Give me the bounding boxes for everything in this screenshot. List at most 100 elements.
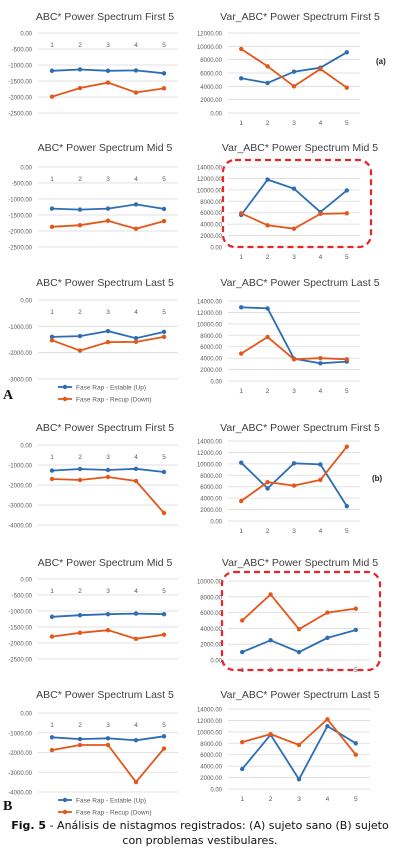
data-point-up	[133, 335, 139, 341]
y-tick-label: -500.00	[12, 48, 33, 54]
caption-label: Fig. 5	[11, 819, 47, 832]
x-tick-label: 2	[266, 528, 270, 535]
x-tick-label: 4	[319, 388, 323, 395]
x-tick-label: 1	[50, 42, 54, 49]
data-point-down	[105, 628, 111, 633]
data-point-up	[325, 635, 330, 641]
x-tick-label: 5	[162, 309, 166, 316]
data-point-down	[239, 498, 244, 504]
data-point-down	[161, 746, 167, 751]
data-point-down	[318, 477, 323, 483]
data-point-down	[240, 739, 245, 745]
panel-letter-a: A	[3, 388, 14, 403]
x-tick-label: 5	[162, 722, 166, 729]
x-tick-label: 5	[162, 42, 166, 49]
legend-label-up: Fase Rap - Estable (Up)	[76, 385, 146, 392]
y-tick-label: 4000.00	[200, 357, 222, 363]
y-tick-label: -1000.00	[8, 610, 32, 616]
legend-marker-up	[62, 384, 68, 390]
y-tick-label: -2500.00	[8, 246, 32, 252]
x-tick-label: 2	[266, 254, 270, 261]
data-point-down	[291, 226, 297, 231]
y-tick-label: 0.00	[20, 578, 32, 584]
data-point-down	[49, 224, 55, 230]
data-point-up	[239, 305, 244, 310]
data-point-up	[133, 611, 139, 616]
data-point-up	[265, 486, 270, 491]
legend-label-down: Fase Rap - Recup (Down)	[76, 397, 152, 404]
y-tick-label: 8000.00	[200, 474, 222, 480]
data-point-down	[161, 218, 167, 224]
x-tick-label: 4	[319, 254, 323, 261]
x-tick-label: 2	[269, 796, 273, 803]
data-point-up	[77, 466, 83, 472]
data-point-up	[291, 461, 297, 466]
x-tick-label: 1	[50, 454, 54, 461]
data-point-down	[105, 474, 111, 480]
y-tick-label: 8000.00	[200, 58, 222, 64]
x-tick-label: 3	[292, 254, 296, 261]
y-tick-label: 14000.00	[197, 440, 223, 446]
panel-letter-b: B	[3, 799, 12, 814]
data-point-down	[77, 742, 83, 748]
data-point-down	[318, 355, 323, 361]
data-point-down	[268, 592, 273, 597]
y-tick-label: -1000.00	[8, 198, 32, 204]
data-point-up	[49, 614, 55, 619]
y-tick-label: 6000.00	[200, 211, 222, 217]
data-point-up	[77, 736, 83, 742]
data-point-down	[268, 731, 273, 737]
data-point-up	[77, 67, 83, 72]
x-tick-label: 1	[239, 388, 243, 395]
data-point-up	[344, 188, 349, 193]
data-point-down	[265, 334, 270, 340]
y-tick-label: 0.00	[210, 520, 222, 526]
y-tick-label: -2000.00	[8, 351, 32, 357]
y-tick-label: -2000.00	[8, 96, 32, 102]
chart-title: Var_ABC* Power Spectrum First 5	[220, 11, 380, 23]
data-point-down	[265, 223, 270, 228]
y-tick-label: 12000.00	[197, 32, 223, 38]
y-tick-label: -2500.00	[8, 658, 32, 664]
y-tick-label: 2000.00	[200, 643, 222, 649]
chart-title: Var_ABC* Power Spectrum Last 5	[220, 277, 379, 289]
chart-B1: ABC* Power Spectrum First 5 0.00 -1000.00 -…	[8, 422, 178, 530]
x-tick-label: 4	[134, 588, 138, 595]
data-point-up	[240, 766, 245, 772]
data-point-down	[240, 618, 245, 623]
chart-B3: ABC* Power Spectrum Mid 5 0.00 -500.00 -100…	[8, 557, 178, 664]
chart-title: ABC* Power Spectrum Mid 5	[38, 142, 173, 154]
y-tick-label: -2000.00	[8, 230, 32, 236]
data-point-up	[77, 333, 83, 339]
y-tick-label: 8000.00	[200, 595, 222, 601]
data-point-down	[105, 339, 111, 345]
legend-marker-down	[62, 809, 68, 815]
x-tick-label: 2	[78, 42, 82, 49]
y-tick-label: 14000.00	[197, 300, 223, 306]
legend-marker-up	[62, 797, 68, 803]
legend-label-down: Fase Rap - Recup (Down)	[76, 810, 152, 817]
data-point-down	[291, 84, 297, 89]
data-point-up	[49, 68, 55, 73]
panel-tag: (b)	[372, 474, 383, 483]
data-point-down	[296, 626, 302, 632]
data-point-up	[105, 68, 111, 73]
x-tick-label: 1	[239, 528, 243, 535]
data-point-down	[133, 339, 139, 345]
data-point-up	[325, 723, 330, 729]
data-point-up	[161, 206, 167, 212]
data-point-down	[291, 357, 297, 362]
x-tick-label: 3	[292, 528, 296, 535]
chart-B5: ABC* Power Spectrum Last 5 0.00 -1000.00 -2…	[8, 689, 178, 817]
data-point-down	[133, 226, 139, 231]
data-point-up	[105, 206, 111, 211]
data-point-down	[161, 334, 167, 340]
chart-title: ABC* Power Spectrum First 5	[36, 11, 174, 23]
data-point-down	[344, 357, 349, 362]
series-line-down	[240, 212, 347, 230]
chart-title: Var_ABC* Power Spectrum Mid 5	[222, 142, 378, 154]
data-point-up	[133, 738, 139, 743]
y-tick-label: 8000.00	[200, 334, 222, 340]
chart-title: ABC* Power Spectrum First 5	[36, 422, 174, 434]
series-line-up	[240, 178, 348, 216]
